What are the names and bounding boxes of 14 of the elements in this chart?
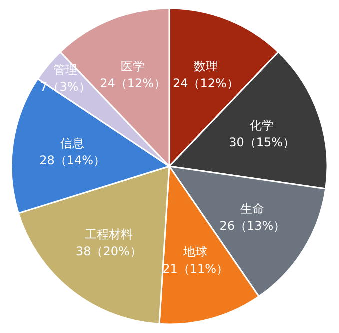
data-label: 21（11%）	[162, 262, 229, 276]
data-label: 24（12%）	[172, 76, 239, 91]
slice-label: 医学	[121, 60, 146, 74]
slice-label: 信息	[60, 136, 85, 151]
slice-label: 工程材料	[84, 228, 133, 242]
slice-label: 数理	[194, 60, 218, 74]
data-label: 26（13%）	[220, 219, 286, 234]
data-label: 38（20%）	[76, 244, 142, 258]
data-label: 28（14%）	[40, 154, 106, 168]
slice-label: 地球	[182, 244, 208, 259]
slice-label: 生命	[240, 202, 265, 216]
data-label: 24（12%）	[100, 76, 166, 91]
data-label: 30（15%）	[229, 135, 296, 150]
slice-label: 化学	[250, 118, 274, 132]
